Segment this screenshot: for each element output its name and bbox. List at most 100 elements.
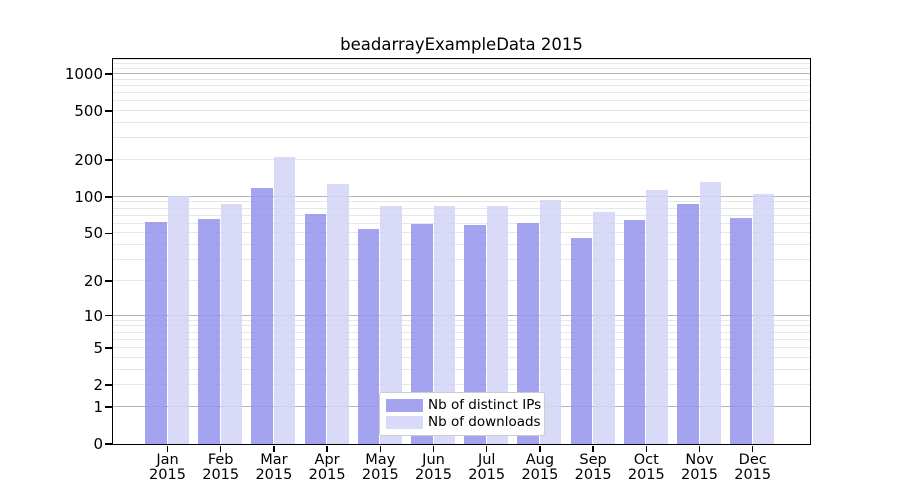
minor-gridline	[112, 78, 810, 80]
x-tick-year: 2015	[627, 467, 665, 483]
bar-downloads-jan	[167, 196, 189, 444]
minor-gridline	[112, 67, 810, 69]
bar-distinct-ips-mar	[251, 188, 273, 444]
bar-downloads-dec	[752, 194, 775, 444]
bar-downloads-sep	[593, 212, 615, 444]
y-tick-mark	[105, 232, 112, 235]
x-tick-year: 2015	[468, 467, 506, 483]
x-tick-year: 2015	[149, 467, 186, 483]
x-tick-month: Jul	[477, 452, 496, 468]
bar-distinct-ips-jul	[464, 225, 486, 444]
x-tick-mark	[219, 445, 222, 452]
minor-gridline	[112, 319, 810, 321]
x-tick-mark	[592, 445, 594, 452]
y-tick-label: 200	[74, 150, 103, 169]
bar-downloads-may	[380, 206, 402, 444]
y-tick-label: 100	[74, 187, 103, 206]
bar-downloads-jul	[486, 205, 509, 444]
bar-distinct-ips-dec	[730, 218, 752, 444]
bar-downloads-aug	[539, 200, 562, 444]
y-tick-mark	[105, 314, 112, 317]
x-tick-year: 2015	[361, 467, 399, 483]
minor-gridline	[112, 232, 810, 234]
x-tick-month: Nov	[685, 452, 714, 468]
x-tick-label: Dec 2015	[721, 453, 785, 483]
major-gridline	[112, 195, 810, 197]
minor-gridline	[112, 331, 810, 333]
bar-distinct-ips-feb	[198, 219, 220, 444]
plot-inner	[112, 58, 810, 444]
y-tick-mark	[105, 196, 112, 198]
y-tick-mark	[105, 406, 112, 408]
minor-gridline	[112, 84, 810, 86]
y-tick-label: 1	[93, 397, 103, 416]
x-tick-mark	[379, 445, 382, 452]
bar-downloads-jun	[433, 206, 455, 444]
minor-gridline	[112, 356, 810, 358]
minor-gridline	[112, 338, 810, 340]
minor-gridline	[112, 347, 810, 349]
minor-gridline	[112, 325, 810, 327]
y-tick-mark	[105, 443, 112, 445]
x-tick-year: 2015	[574, 467, 612, 483]
x-tick-label: Jan 2015	[136, 453, 200, 483]
x-tick-month: Sep	[579, 452, 607, 468]
bar-distinct-ips-oct	[623, 219, 646, 444]
x-tick-month: Mar	[260, 452, 288, 468]
x-tick-label: Sep 2015	[561, 453, 625, 483]
bar-downloads-feb	[220, 203, 243, 444]
x-tick-month: Feb	[207, 452, 234, 468]
minor-gridline	[112, 100, 810, 102]
minor-gridline	[112, 214, 810, 216]
legend-label-distinct-ips: Nb of distinct IPs	[428, 396, 542, 413]
legend-swatch-distinct-ips	[386, 398, 423, 412]
y-tick-label: 0	[93, 435, 103, 453]
legend-label-downloads: Nb of downloads	[428, 414, 541, 431]
minor-gridline	[112, 244, 810, 246]
bar-downloads-oct	[646, 189, 668, 444]
x-tick-mark	[273, 445, 275, 452]
x-tick-label: Nov 2015	[668, 453, 732, 483]
x-tick-month: Jun	[422, 452, 445, 468]
x-tick-year: 2015	[521, 467, 559, 483]
x-tick-label: Feb 2015	[189, 453, 253, 483]
x-tick-year: 2015	[681, 467, 718, 483]
y-tick-label: 50	[83, 224, 103, 243]
bar-distinct-ips-jan	[145, 221, 167, 444]
x-tick-month: Jan	[156, 452, 179, 468]
x-tick-mark	[432, 445, 435, 452]
legend-row-downloads: Nb of downloads	[386, 414, 541, 431]
minor-gridline	[112, 207, 810, 209]
bar-distinct-ips-jun	[411, 224, 433, 444]
bar-distinct-ips-nov	[677, 203, 699, 444]
x-tick-month: Oct	[633, 452, 659, 468]
y-tick-mark	[105, 280, 112, 282]
minor-gridline	[112, 259, 810, 261]
y-tick-label: 500	[74, 102, 103, 121]
x-tick-year: 2015	[415, 467, 452, 483]
x-tick-year: 2015	[308, 467, 346, 483]
y-tick-label: 1000	[64, 65, 103, 84]
x-tick-label: Apr 2015	[295, 453, 359, 483]
minor-gridline	[112, 384, 810, 386]
minor-gridline	[112, 63, 810, 65]
major-gridline	[112, 314, 810, 316]
bar-distinct-ips-apr	[304, 214, 327, 444]
y-tick-mark	[105, 159, 112, 161]
bar-downloads-nov	[699, 182, 721, 444]
x-tick-label: Mar 2015	[242, 453, 306, 483]
minor-gridline	[112, 137, 810, 139]
minor-gridline	[112, 110, 810, 112]
major-gridline	[112, 73, 810, 75]
chart-title: beadarrayExampleData 2015	[340, 35, 583, 54]
bar-downloads-mar	[273, 157, 296, 444]
minor-gridline	[112, 92, 810, 94]
y-tick-mark	[105, 347, 112, 349]
y-tick-label: 5	[93, 339, 103, 358]
x-tick-label: May 2015	[348, 453, 412, 483]
minor-gridline	[112, 159, 810, 160]
minor-gridline	[112, 58, 810, 60]
y-tick-label: 2	[93, 376, 103, 395]
bar-distinct-ips-aug	[517, 223, 539, 444]
y-tick-label: 20	[83, 271, 103, 290]
